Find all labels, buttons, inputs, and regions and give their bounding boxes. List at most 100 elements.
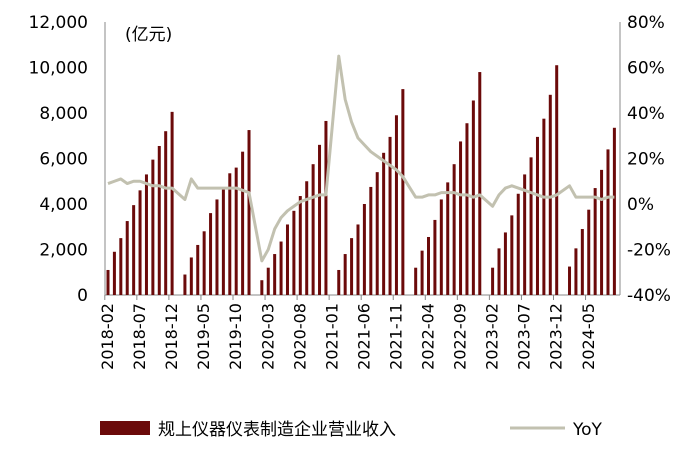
bar bbox=[298, 196, 302, 295]
bar bbox=[151, 159, 155, 295]
yoy-line bbox=[107, 54, 615, 263]
bar bbox=[388, 136, 392, 295]
bar bbox=[170, 111, 174, 295]
bar bbox=[343, 254, 347, 295]
bar bbox=[459, 141, 463, 295]
bar bbox=[542, 118, 546, 295]
left-tick-label: 0 bbox=[77, 286, 88, 306]
bar bbox=[420, 250, 424, 295]
bar bbox=[337, 269, 341, 295]
bar bbox=[273, 254, 277, 295]
bar bbox=[600, 169, 604, 295]
bar bbox=[183, 274, 187, 295]
bar bbox=[593, 188, 597, 295]
x-tick-label: 2022-09 bbox=[451, 303, 470, 370]
right-tick-label: -20% bbox=[627, 241, 671, 261]
bar bbox=[247, 130, 251, 295]
bar bbox=[125, 221, 129, 295]
bar bbox=[221, 188, 225, 295]
bar bbox=[503, 232, 507, 295]
bar bbox=[241, 151, 245, 295]
bar bbox=[414, 267, 418, 295]
x-tick-label: 2020-03 bbox=[258, 303, 277, 370]
x-tick-label: 2024-05 bbox=[579, 303, 598, 370]
x-tick-label: 2021-11 bbox=[386, 303, 405, 370]
bar bbox=[132, 205, 136, 295]
left-tick-label: 10,000 bbox=[29, 59, 88, 79]
x-tick-label: 2018-02 bbox=[98, 303, 117, 370]
x-tick-label: 2018-07 bbox=[130, 303, 149, 370]
bar bbox=[279, 241, 283, 295]
bar bbox=[568, 266, 572, 295]
bar bbox=[119, 238, 123, 295]
right-tick-label: 20% bbox=[627, 150, 665, 170]
right-tick-label: 0% bbox=[627, 195, 654, 215]
bar bbox=[106, 269, 110, 295]
x-tick-label: 2020-08 bbox=[290, 303, 309, 370]
bar bbox=[587, 209, 591, 295]
bar bbox=[292, 210, 296, 295]
bar bbox=[439, 199, 443, 295]
x-tick-label: 2019-05 bbox=[194, 303, 213, 370]
x-tick-label: 2022-04 bbox=[419, 303, 438, 370]
bar bbox=[535, 136, 539, 295]
bar bbox=[196, 244, 200, 295]
x-tick-label: 2021-06 bbox=[354, 303, 373, 370]
right-tick-label: 60% bbox=[627, 59, 665, 79]
legend-bar-label: 规上仪器仪表制造企业营业收入 bbox=[158, 420, 396, 440]
x-tick-label: 2019-10 bbox=[226, 303, 245, 370]
left-tick-label: 4,000 bbox=[39, 195, 88, 215]
bar bbox=[305, 181, 309, 295]
left-tick-label: 8,000 bbox=[39, 104, 88, 124]
bar bbox=[144, 174, 148, 295]
legend-bar-swatch bbox=[100, 421, 150, 435]
x-tick-label: 2023-02 bbox=[483, 303, 502, 370]
bar bbox=[382, 152, 386, 295]
bar bbox=[612, 127, 616, 295]
bar bbox=[574, 248, 578, 295]
x-tick-label: 2023-12 bbox=[547, 303, 566, 370]
bar bbox=[324, 120, 328, 296]
bar bbox=[491, 267, 495, 295]
left-tick-label: 12,000 bbox=[29, 13, 88, 33]
bar bbox=[260, 280, 264, 295]
bar bbox=[606, 149, 610, 295]
bar bbox=[446, 182, 450, 295]
bar bbox=[523, 174, 527, 295]
bar bbox=[318, 144, 322, 295]
bar bbox=[228, 173, 232, 295]
bar bbox=[401, 89, 405, 295]
bar bbox=[362, 204, 366, 295]
bar bbox=[266, 267, 270, 295]
bar bbox=[202, 231, 206, 295]
bar bbox=[452, 164, 456, 295]
right-tick-label: -40% bbox=[627, 286, 671, 306]
bar bbox=[285, 224, 289, 295]
bar bbox=[209, 213, 213, 295]
bar bbox=[157, 145, 161, 295]
bar bbox=[548, 94, 552, 295]
bar bbox=[497, 248, 501, 295]
bar bbox=[311, 164, 315, 295]
bar bbox=[356, 224, 360, 295]
bar bbox=[555, 65, 559, 295]
bar bbox=[375, 172, 379, 295]
bar bbox=[529, 157, 533, 295]
bar bbox=[580, 229, 584, 295]
x-tick-label: 2021-01 bbox=[322, 303, 341, 370]
bar bbox=[516, 193, 520, 295]
left-tick-label: 6,000 bbox=[39, 150, 88, 170]
bar bbox=[427, 236, 430, 295]
unit-label: (亿元) bbox=[125, 25, 172, 45]
bar bbox=[394, 115, 398, 296]
bar bbox=[234, 167, 238, 295]
bar bbox=[189, 257, 193, 295]
bar bbox=[164, 131, 168, 295]
bar bbox=[433, 219, 437, 295]
legend-line-label: YoY bbox=[572, 420, 603, 440]
bar bbox=[465, 123, 469, 295]
right-tick-label: 40% bbox=[627, 104, 665, 124]
bar bbox=[112, 251, 116, 295]
